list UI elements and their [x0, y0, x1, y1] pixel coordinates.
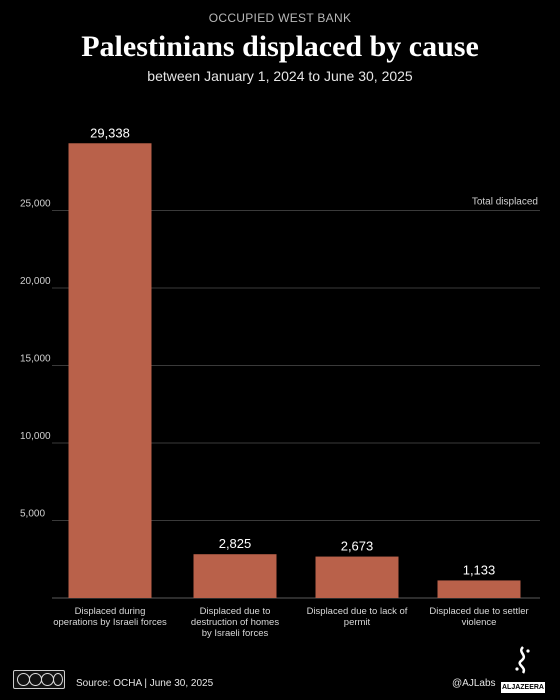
- bar-value-label: 1,133: [463, 562, 496, 577]
- y-tick-label: 20,000: [20, 276, 51, 287]
- chart-subtitle: between January 1, 2024 to June 30, 2025: [147, 68, 413, 84]
- x-category-label: Displaced due to destruction of homes by I…: [191, 606, 279, 639]
- ajlabs-handle: @AJLabs: [452, 678, 496, 689]
- bar: [437, 580, 521, 598]
- y-tick-label: 5,000: [20, 509, 45, 520]
- series-label: Total displaced: [472, 197, 538, 208]
- y-tick-label: 25,000: [20, 199, 51, 210]
- y-tick-label: 15,000: [20, 354, 51, 365]
- bar-value-label: 29,338: [90, 125, 130, 140]
- chart-kicker: OCCUPIED WEST BANK: [208, 11, 352, 25]
- aljazeera-logo: ALJAZEERA: [501, 643, 545, 693]
- creative-commons-icon: [13, 670, 65, 689]
- x-category-label: Displaced during operations by Israeli fo…: [53, 606, 167, 628]
- bar: [315, 556, 399, 598]
- aljazeera-mark-icon: [515, 646, 530, 674]
- chart-title: Palestinians displaced by cause: [81, 30, 479, 63]
- bar-value-label: 2,825: [219, 536, 252, 551]
- bar-value-label: 2,673: [341, 539, 374, 554]
- source-note: Source: OCHA | June 30, 2025: [76, 678, 214, 689]
- x-category-label: Displaced due to lack of permit: [307, 606, 408, 628]
- x-category-label: Displaced due to settler violence: [429, 606, 528, 628]
- bar: [193, 554, 277, 598]
- y-tick-label: 10,000: [20, 431, 51, 442]
- aljazeera-wordmark: ALJAZEERA: [501, 682, 545, 693]
- bar: [68, 143, 152, 599]
